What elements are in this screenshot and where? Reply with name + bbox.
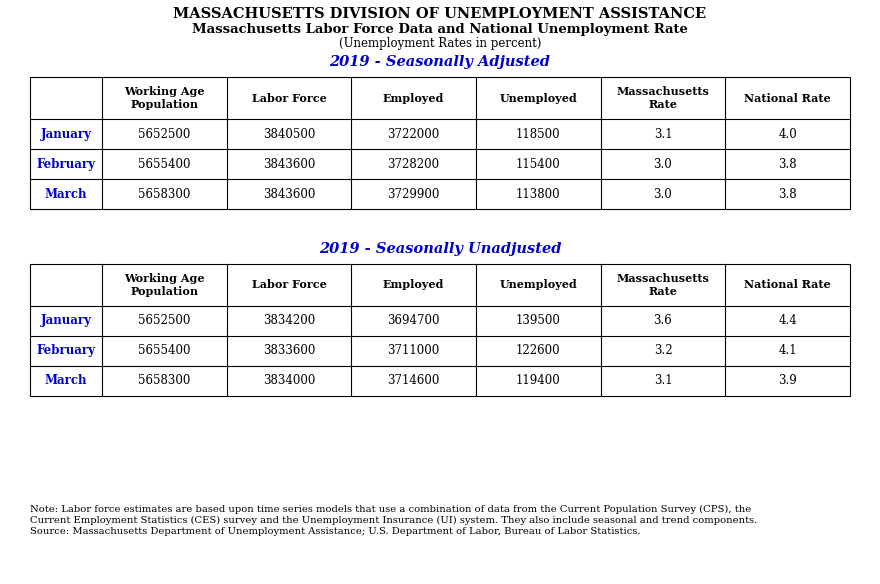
Text: February: February <box>36 345 96 357</box>
Text: February: February <box>36 158 96 171</box>
Text: 3729900: 3729900 <box>387 187 440 200</box>
Bar <box>30 77 850 209</box>
Text: 3.6: 3.6 <box>654 315 672 328</box>
Text: 3714600: 3714600 <box>387 374 440 388</box>
Text: 3694700: 3694700 <box>387 315 440 328</box>
Text: Unemployed: Unemployed <box>500 92 577 103</box>
Text: MASSACHUSETTS DIVISION OF UNEMPLOYMENT ASSISTANCE: MASSACHUSETTS DIVISION OF UNEMPLOYMENT A… <box>173 7 707 21</box>
Text: Unemployed: Unemployed <box>500 280 577 290</box>
Text: 3.8: 3.8 <box>778 158 797 171</box>
Text: 3.0: 3.0 <box>654 187 672 200</box>
Text: 119400: 119400 <box>516 374 561 388</box>
Text: Labor Force: Labor Force <box>252 280 326 290</box>
Text: 3833600: 3833600 <box>263 345 315 357</box>
Text: National Rate: National Rate <box>744 92 831 103</box>
Text: 122600: 122600 <box>516 345 561 357</box>
Text: Massachusetts
Rate: Massachusetts Rate <box>617 273 709 297</box>
Text: March: March <box>45 374 87 388</box>
Text: 115400: 115400 <box>516 158 561 171</box>
Text: January: January <box>40 315 92 328</box>
Text: 118500: 118500 <box>516 127 561 141</box>
Text: 3711000: 3711000 <box>387 345 440 357</box>
Text: Working Age
Population: Working Age Population <box>124 273 204 297</box>
Text: 3728200: 3728200 <box>387 158 440 171</box>
Text: Current Employment Statistics (CES) survey and the Unemployment Insurance (UI) s: Current Employment Statistics (CES) surv… <box>30 516 758 525</box>
Text: National Rate: National Rate <box>744 280 831 290</box>
Text: 3.8: 3.8 <box>778 187 797 200</box>
Text: Source: Massachusetts Department of Unemployment Assistance; U.S. Department of : Source: Massachusetts Department of Unem… <box>30 527 641 537</box>
Text: 5655400: 5655400 <box>138 345 191 357</box>
Text: 5652500: 5652500 <box>138 315 191 328</box>
Text: Massachusetts Labor Force Data and National Unemployment Rate: Massachusetts Labor Force Data and Natio… <box>192 23 688 36</box>
Text: 2019 - Seasonally Unadjusted: 2019 - Seasonally Unadjusted <box>319 242 561 256</box>
Text: Labor Force: Labor Force <box>252 92 326 103</box>
Text: 3.1: 3.1 <box>654 374 672 388</box>
Text: 3834200: 3834200 <box>263 315 315 328</box>
Text: 4.1: 4.1 <box>778 345 797 357</box>
Text: 3.2: 3.2 <box>654 345 672 357</box>
Text: 3843600: 3843600 <box>263 187 315 200</box>
Bar <box>30 264 850 396</box>
Text: Employed: Employed <box>383 280 444 290</box>
Text: 3.0: 3.0 <box>654 158 672 171</box>
Text: 113800: 113800 <box>516 187 561 200</box>
Text: 3834000: 3834000 <box>263 374 315 388</box>
Text: 5655400: 5655400 <box>138 158 191 171</box>
Text: 3840500: 3840500 <box>263 127 315 141</box>
Text: Employed: Employed <box>383 92 444 103</box>
Text: 5658300: 5658300 <box>138 374 191 388</box>
Text: 4.0: 4.0 <box>778 127 797 141</box>
Text: January: January <box>40 127 92 141</box>
Text: 139500: 139500 <box>516 315 561 328</box>
Text: Note: Labor force estimates are based upon time series models that use a combina: Note: Labor force estimates are based up… <box>30 505 752 513</box>
Text: March: March <box>45 187 87 200</box>
Text: 4.4: 4.4 <box>778 315 797 328</box>
Text: 2019 - Seasonally Adjusted: 2019 - Seasonally Adjusted <box>329 55 551 69</box>
Text: Working Age
Population: Working Age Population <box>124 86 204 110</box>
Text: 3843600: 3843600 <box>263 158 315 171</box>
Text: (Unemployment Rates in percent): (Unemployment Rates in percent) <box>339 37 541 50</box>
Text: 3722000: 3722000 <box>387 127 440 141</box>
Text: 3.9: 3.9 <box>778 374 797 388</box>
Text: 5652500: 5652500 <box>138 127 191 141</box>
Text: 5658300: 5658300 <box>138 187 191 200</box>
Text: Massachusetts
Rate: Massachusetts Rate <box>617 86 709 110</box>
Text: 3.1: 3.1 <box>654 127 672 141</box>
